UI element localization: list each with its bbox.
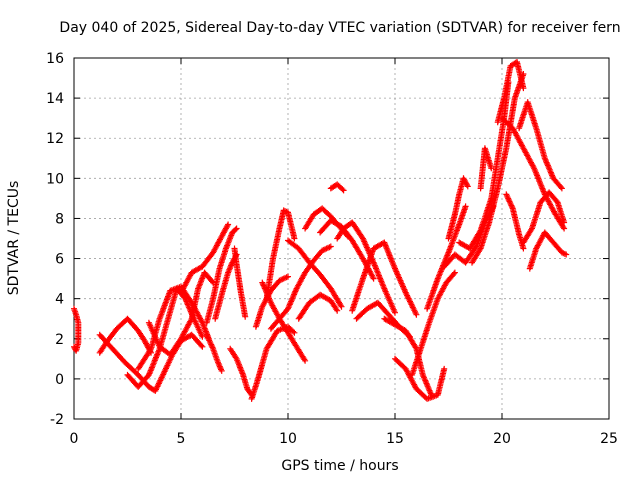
data-point [291,235,298,242]
x-tick-label: 20 [493,431,511,447]
y-tick-label: 14 [46,91,64,107]
series-aj [499,115,568,232]
data-point [290,328,297,335]
y-tick-label: 2 [55,332,64,348]
series-g [178,221,232,296]
data-point [224,222,231,229]
data-point [71,343,77,350]
data-point [327,243,334,250]
data-point [334,307,341,314]
x-tick-label: 0 [70,431,79,447]
series-s [295,291,341,322]
data-point [147,347,154,354]
data-point [413,311,420,318]
data-point [520,85,527,92]
x-tick-label: 5 [177,431,186,447]
series-an [503,191,527,252]
data-point [340,187,347,194]
data-point [558,185,565,192]
data-point [370,275,377,282]
data-point [242,313,249,320]
series-ac [424,203,469,312]
data-point [199,343,206,350]
x-tick-label: 15 [386,431,404,447]
data-point [233,225,240,232]
series-ab [409,269,458,378]
series-k [231,245,249,320]
data-point [338,303,345,310]
y-tick-label: 6 [55,252,64,268]
y-tick-label: 8 [55,211,64,227]
data-point [462,203,469,210]
y-axis-label: SDTVAR / TECUs [6,181,22,296]
y-tick-label: 0 [55,372,64,388]
data-point [520,245,527,252]
series-ad [445,175,471,242]
data-point [291,329,298,336]
series-ah [494,59,527,126]
series-q [267,243,334,332]
y-tick-label: 12 [46,131,64,147]
series-v [327,181,347,194]
y-tick-label: 16 [46,51,64,67]
data-point [339,186,346,193]
y-tick-label: 10 [46,171,64,187]
data-points [71,59,570,402]
data-point [232,226,239,233]
data-point [218,367,225,374]
data-point [557,184,564,191]
series-a [71,305,82,354]
data-point [563,251,570,258]
y-tick-label: -2 [50,412,64,428]
series-ag [469,71,527,266]
plot-frame [73,57,610,420]
series-ai [477,145,495,192]
series-h [203,225,240,326]
chart-title: Day 040 of 2025, Sidereal Day-to-day VTE… [59,20,620,36]
series-am [526,229,570,272]
series-j [212,251,240,322]
data-point [441,365,448,372]
axis-ticks: 0 5 10 15 20 25 -2 0 2 4 6 8 10 12 14 16 [46,51,618,447]
data-point [464,183,471,190]
series-l [227,345,255,398]
series-x [349,239,420,318]
x-axis-label: GPS time / hours [281,458,398,474]
x-tick-label: 25 [600,431,618,447]
y-tick-label: 4 [55,292,64,308]
series-r [285,237,345,310]
series-i [203,331,225,374]
data-point [450,270,457,277]
series-f [145,269,217,358]
data-point [451,269,458,276]
data-point [561,219,568,226]
x-tick-label: 10 [279,431,297,447]
data-point [225,221,232,228]
series-p [263,207,298,302]
series-b [96,315,154,356]
data-point [302,357,309,364]
series-aa [392,355,448,402]
data-point [392,309,398,316]
data-point [285,273,291,280]
series-al [520,189,568,246]
data-point [561,225,568,232]
data-point [488,165,495,172]
data-point [71,345,78,352]
data-point [198,342,205,349]
series-ak [516,99,565,192]
